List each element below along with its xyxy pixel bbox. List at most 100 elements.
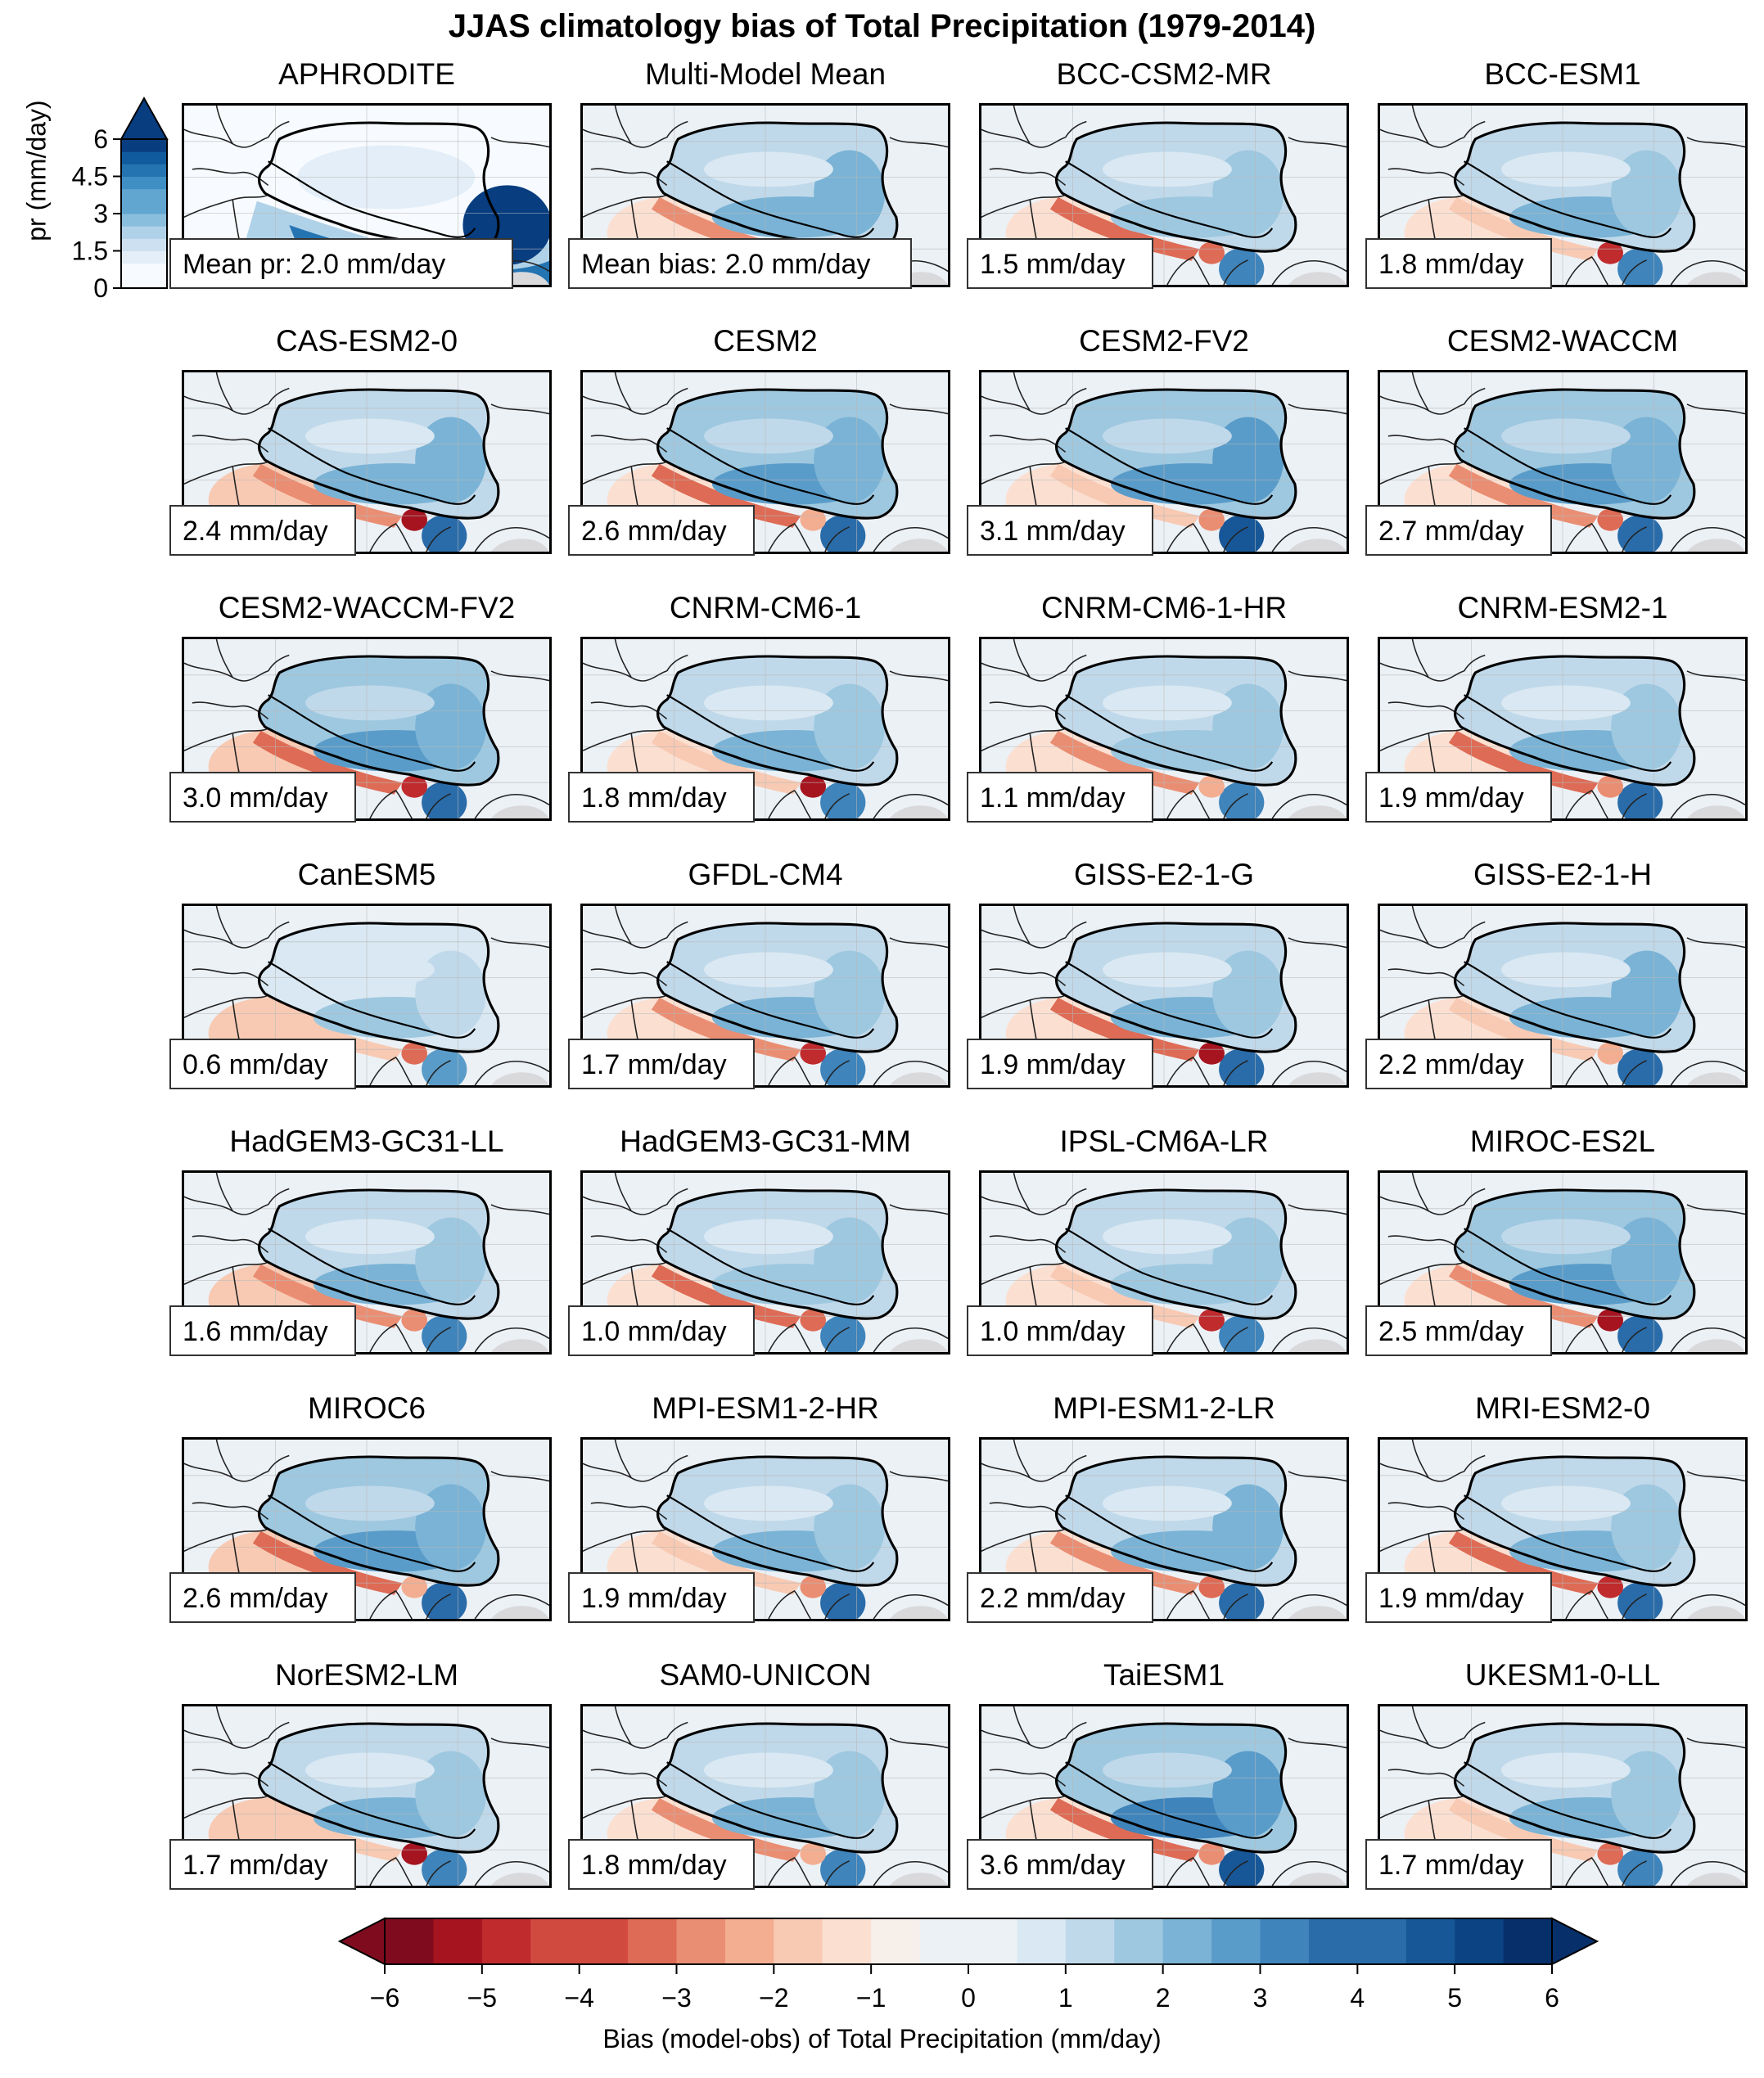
map-field-cesm2 [583,372,948,552]
bias-label-giss-e2-1-h: 2.2 mm/day [1365,1039,1552,1089]
bias-colorbar-segment [385,1918,435,1964]
map-field-mpi-esm1-2-hr [583,1440,948,1619]
bias-label-mpi-esm1-2-lr: 2.2 mm/day [967,1572,1153,1623]
panel-title-cesm2-waccm: CESM2-WACCM [1446,324,1679,358]
panel-title-ukesm1-0-ll: UKESM1-0-LL [1464,1658,1661,1692]
bias-label-cesm2-fv2: 3.1 mm/day [967,505,1153,556]
bias-label-cesm2: 2.6 mm/day [568,505,755,556]
bias-colorbar-tick-label: −1 [856,1983,886,2013]
pr-colorbar-segment [121,164,167,177]
bias-colorbar-segment [628,1918,678,1964]
bias-colorbar-tick-label: −6 [370,1983,399,2013]
bias-label-taiesm1: 3.6 mm/day [967,1839,1153,1890]
panel-title-mpi-esm1-2-hr: MPI-ESM1-2-HR [652,1391,879,1425]
map-field-ipsl-cm6a-lr [981,1173,1347,1352]
panel-title-cnrm-cm6-1-hr: CNRM-CM6-1-HR [1040,591,1288,624]
bias-colorbar-tick-label: 2 [1156,1983,1171,2013]
panel-title-mpi-esm1-2-lr: MPI-ESM1-2-LR [1053,1391,1275,1425]
pr-colorbar-segment [121,263,167,277]
figure-title: JJAS climatology bias of Total Precipita… [448,8,1316,44]
bias-label-multi-model-mean: Mean bias: 2.0 mm/day [568,238,912,289]
bias-colorbar-segment [1455,1918,1505,1964]
bias-colorbar-segment [1017,1918,1067,1964]
bias-label-bcc-esm1: 1.8 mm/day [1365,238,1552,289]
bias-label-mpi-esm1-2-hr: 1.9 mm/day [568,1572,755,1623]
map-panel-miroc-es2l [1378,1170,1748,1355]
panel-title-cnrm-esm2-1: CNRM-ESM2-1 [1457,591,1668,624]
panel-title-sam0-unicon: SAM0-UNICON [659,1658,872,1692]
bias-label-giss-e2-1-g: 1.9 mm/day [967,1039,1153,1089]
pr-colorbar-segment [121,214,167,227]
bias-label-hadgem3-gc31-mm: 1.0 mm/day [568,1305,755,1356]
bias-label-miroc-es2l: 2.5 mm/day [1365,1305,1552,1356]
map-panel-miroc6 [182,1437,552,1621]
panel-title-cesm2-waccm-fv2: CESM2-WACCM-FV2 [218,591,516,624]
map-field-cesm2-waccm [1380,372,1745,552]
bias-colorbar-tick-label: 5 [1447,1983,1462,2013]
bias-label-miroc6: 2.6 mm/day [169,1572,356,1623]
bias-colorbar-segment [1260,1918,1310,1964]
panel-title-cas-esm2-0: CAS-ESM2-0 [275,324,458,358]
panel-title-aphrodite: APHRODITE [278,57,455,91]
pr-colorbar-label: pr (mm/day) [21,100,52,241]
pr-colorbar-segment [121,188,167,202]
panel-title-ipsl-cm6a-lr: IPSL-CM6A-LR [1059,1125,1269,1158]
panel-title-bcc-esm1: BCC-ESM1 [1484,57,1641,91]
bias-colorbar-label: Bias (model-obs) of Total Precipitation … [602,2024,1162,2053]
pr-colorbar-segment [121,176,167,190]
pr-colorbar-segment [121,250,167,264]
bias-colorbar-extend-right [1551,1917,1599,1966]
panel-title-hadgem3-gc31-ll: HadGEM3-GC31-LL [229,1125,504,1158]
bias-label-mri-esm2-0: 1.9 mm/day [1365,1572,1552,1623]
map-panel-cesm2 [580,370,950,554]
bias-colorbar-segment [433,1918,483,1964]
bias-colorbar-segment [774,1918,823,1964]
panel-title-canesm5: CanESM5 [297,858,436,891]
pr-colorbar-segment [121,201,167,214]
bias-colorbar-tick-label: −2 [759,1983,788,2013]
bias-label-cesm2-waccm-fv2: 3.0 mm/day [169,772,356,823]
bias-colorbar-segment [579,1918,629,1964]
panel-title-multi-model-mean: Multi-Model Mean [644,57,887,91]
bias-label-sam0-unicon: 1.8 mm/day [568,1839,755,1890]
bias-colorbar-segment [481,1918,531,1964]
bias-label-cas-esm2-0: 2.4 mm/day [169,505,356,556]
panel-title-mri-esm2-0: MRI-ESM2-0 [1475,1391,1650,1425]
bias-colorbar-segment [1357,1918,1407,1964]
pr-colorbar-tick-label: 1.5 [72,237,108,266]
bias-colorbar-segment [1065,1918,1115,1964]
bias-colorbar-segment [871,1918,921,1964]
bias-colorbar-tick-label: −3 [661,1983,691,2013]
bias-colorbar-segment [968,1918,1018,1964]
bias-label-aphrodite: Mean pr: 2.0 mm/day [169,238,513,289]
pr-colorbar-tick-label: 4.5 [72,162,108,192]
map-panel-cesm2-waccm [1378,370,1748,554]
pr-colorbar: 0 1.5 3 4.5 6 [72,96,169,303]
panel-title-cnrm-cm6-1: CNRM-CM6-1 [669,591,862,624]
panel-title-taiesm1: TaiESM1 [1103,1658,1225,1692]
bias-colorbar-tick-label: 3 [1253,1983,1268,2013]
bias-label-gfdl-cm4: 1.7 mm/day [568,1039,755,1089]
panel-title-giss-e2-1-h: GISS-E2-1-H [1473,858,1652,891]
bias-colorbar-tick-label: 1 [1058,1983,1073,2013]
bias-label-canesm5: 0.6 mm/day [169,1039,356,1089]
bias-colorbar-tick-label: 0 [961,1983,976,2013]
pr-colorbar-segment [121,275,167,289]
bias-colorbar-segment [822,1918,872,1964]
map-panel-sam0-unicon [580,1704,950,1888]
map-field-canesm5 [184,906,549,1085]
panel-title-gfdl-cm4: GFDL-CM4 [688,858,843,891]
bias-label-cnrm-cm6-1: 1.8 mm/day [568,772,755,823]
panel-title-miroc6: MIROC6 [308,1391,426,1425]
bias-colorbar-segment [1162,1918,1212,1964]
bias-colorbar-tick-label: −4 [564,1983,593,2013]
panel-title-cesm2: CESM2 [713,324,818,358]
bias-label-ukesm1-0-ll: 1.7 mm/day [1365,1839,1552,1890]
bias-colorbar: −6 −5 −4 −3 −2 −1 0 1 2 3 4 5 6 [337,1917,1599,2013]
map-field-sam0-unicon [583,1706,948,1886]
bias-colorbar-segment [919,1918,969,1964]
bias-label-ipsl-cm6a-lr: 1.0 mm/day [967,1305,1153,1356]
pr-colorbar-segment [121,238,167,251]
bias-colorbar-tick-label: 4 [1350,1983,1365,2013]
